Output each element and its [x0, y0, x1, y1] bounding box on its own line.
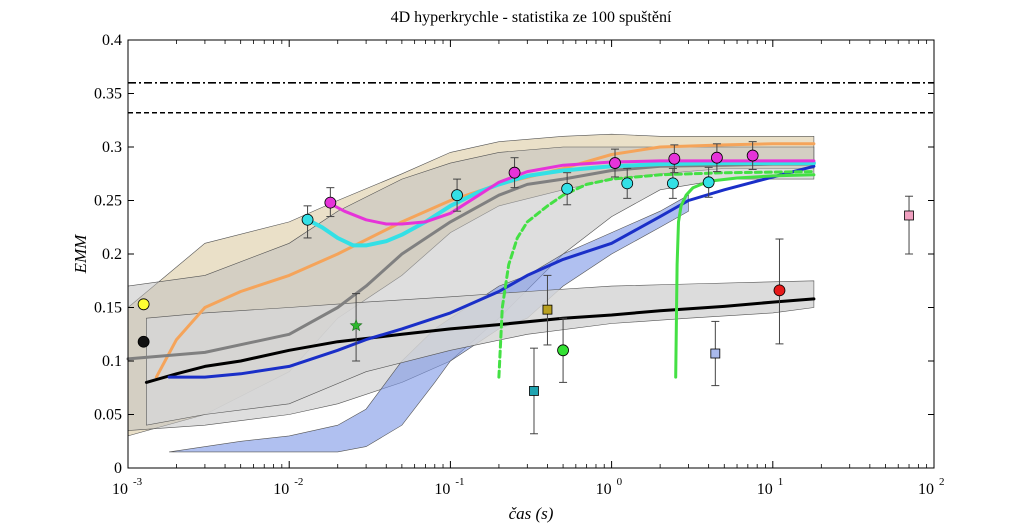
x-tick-exponent: 0	[617, 476, 623, 488]
y-tick-label: 0.4	[102, 32, 122, 49]
x-axis-label: čas (s)	[509, 504, 554, 523]
gray-mean	[126, 162, 816, 361]
x-tick-label: 10	[757, 481, 773, 498]
magenta-circle-6	[746, 149, 759, 162]
y-tick-label: 0.1	[102, 353, 122, 370]
cyan-circle-1	[301, 213, 314, 226]
y-tick-label: 0.3	[102, 139, 122, 156]
x-tick-label: 10	[596, 481, 612, 498]
magenta-circle-1	[324, 196, 337, 209]
black-circle	[137, 335, 150, 348]
x-tick-exponent: -3	[133, 476, 143, 488]
cyan-circle-5	[666, 177, 679, 190]
magenta-circle-3	[609, 157, 621, 169]
green-circle	[557, 344, 569, 357]
series-layer	[126, 142, 816, 384]
red-circle	[773, 284, 786, 297]
reference-lines-layer	[128, 82, 934, 114]
yellow-circle	[137, 298, 150, 311]
magenta-circle-4	[668, 152, 681, 165]
x-tick-label: 10	[434, 481, 450, 498]
green-star	[349, 318, 363, 332]
blue-band	[169, 194, 689, 453]
x-tick-exponent: -1	[455, 476, 464, 488]
magenta-mean	[328, 159, 816, 226]
y-tick-label: 0.2	[102, 246, 122, 263]
x-tick-label: 10	[112, 481, 128, 498]
y-tick-label: 0.35	[94, 86, 122, 103]
x-tick-exponent: 1	[778, 476, 784, 488]
lavender-square	[710, 348, 721, 359]
cyan-circle-4	[621, 177, 634, 190]
blue-mean	[167, 164, 816, 379]
points-layer	[137, 141, 914, 435]
teal-square	[529, 386, 539, 396]
green-dashed	[497, 170, 816, 379]
y-tick-label: 0.25	[94, 193, 122, 210]
x-tick-exponent: -2	[294, 476, 303, 488]
axes-layer: 00.050.10.150.20.250.30.350.410 -3 10 -2 10-…	[94, 32, 945, 498]
black-mean	[144, 297, 816, 384]
green-solid	[674, 173, 816, 379]
y-tick-label: 0	[114, 460, 122, 477]
cyan-circle-6	[702, 176, 715, 189]
pink-square	[904, 210, 914, 221]
x-tick-exponent: 2	[939, 476, 945, 488]
orange-mean	[154, 142, 816, 379]
olive-square	[542, 304, 553, 315]
y-tick-label: 0.05	[94, 407, 122, 424]
x-tick-label: 10	[273, 481, 289, 498]
magenta-circle-5	[710, 151, 723, 164]
cyan-mean	[305, 161, 816, 248]
magenta-circle-2	[508, 166, 521, 179]
black-band	[146, 280, 815, 426]
chart-title: 4D hyperkrychle - statistika ze 100 spuš…	[391, 9, 672, 26]
cyan-circle-3	[561, 182, 574, 195]
cyan-circle-2	[451, 189, 463, 202]
y-axis-label: EMM	[71, 234, 90, 275]
y-tick-label: 0.15	[94, 300, 122, 317]
x-tick-label: 10	[918, 481, 934, 498]
